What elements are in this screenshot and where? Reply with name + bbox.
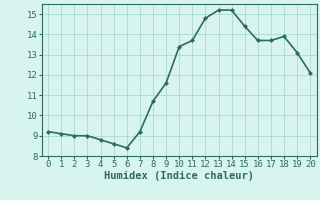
X-axis label: Humidex (Indice chaleur): Humidex (Indice chaleur) — [104, 171, 254, 181]
